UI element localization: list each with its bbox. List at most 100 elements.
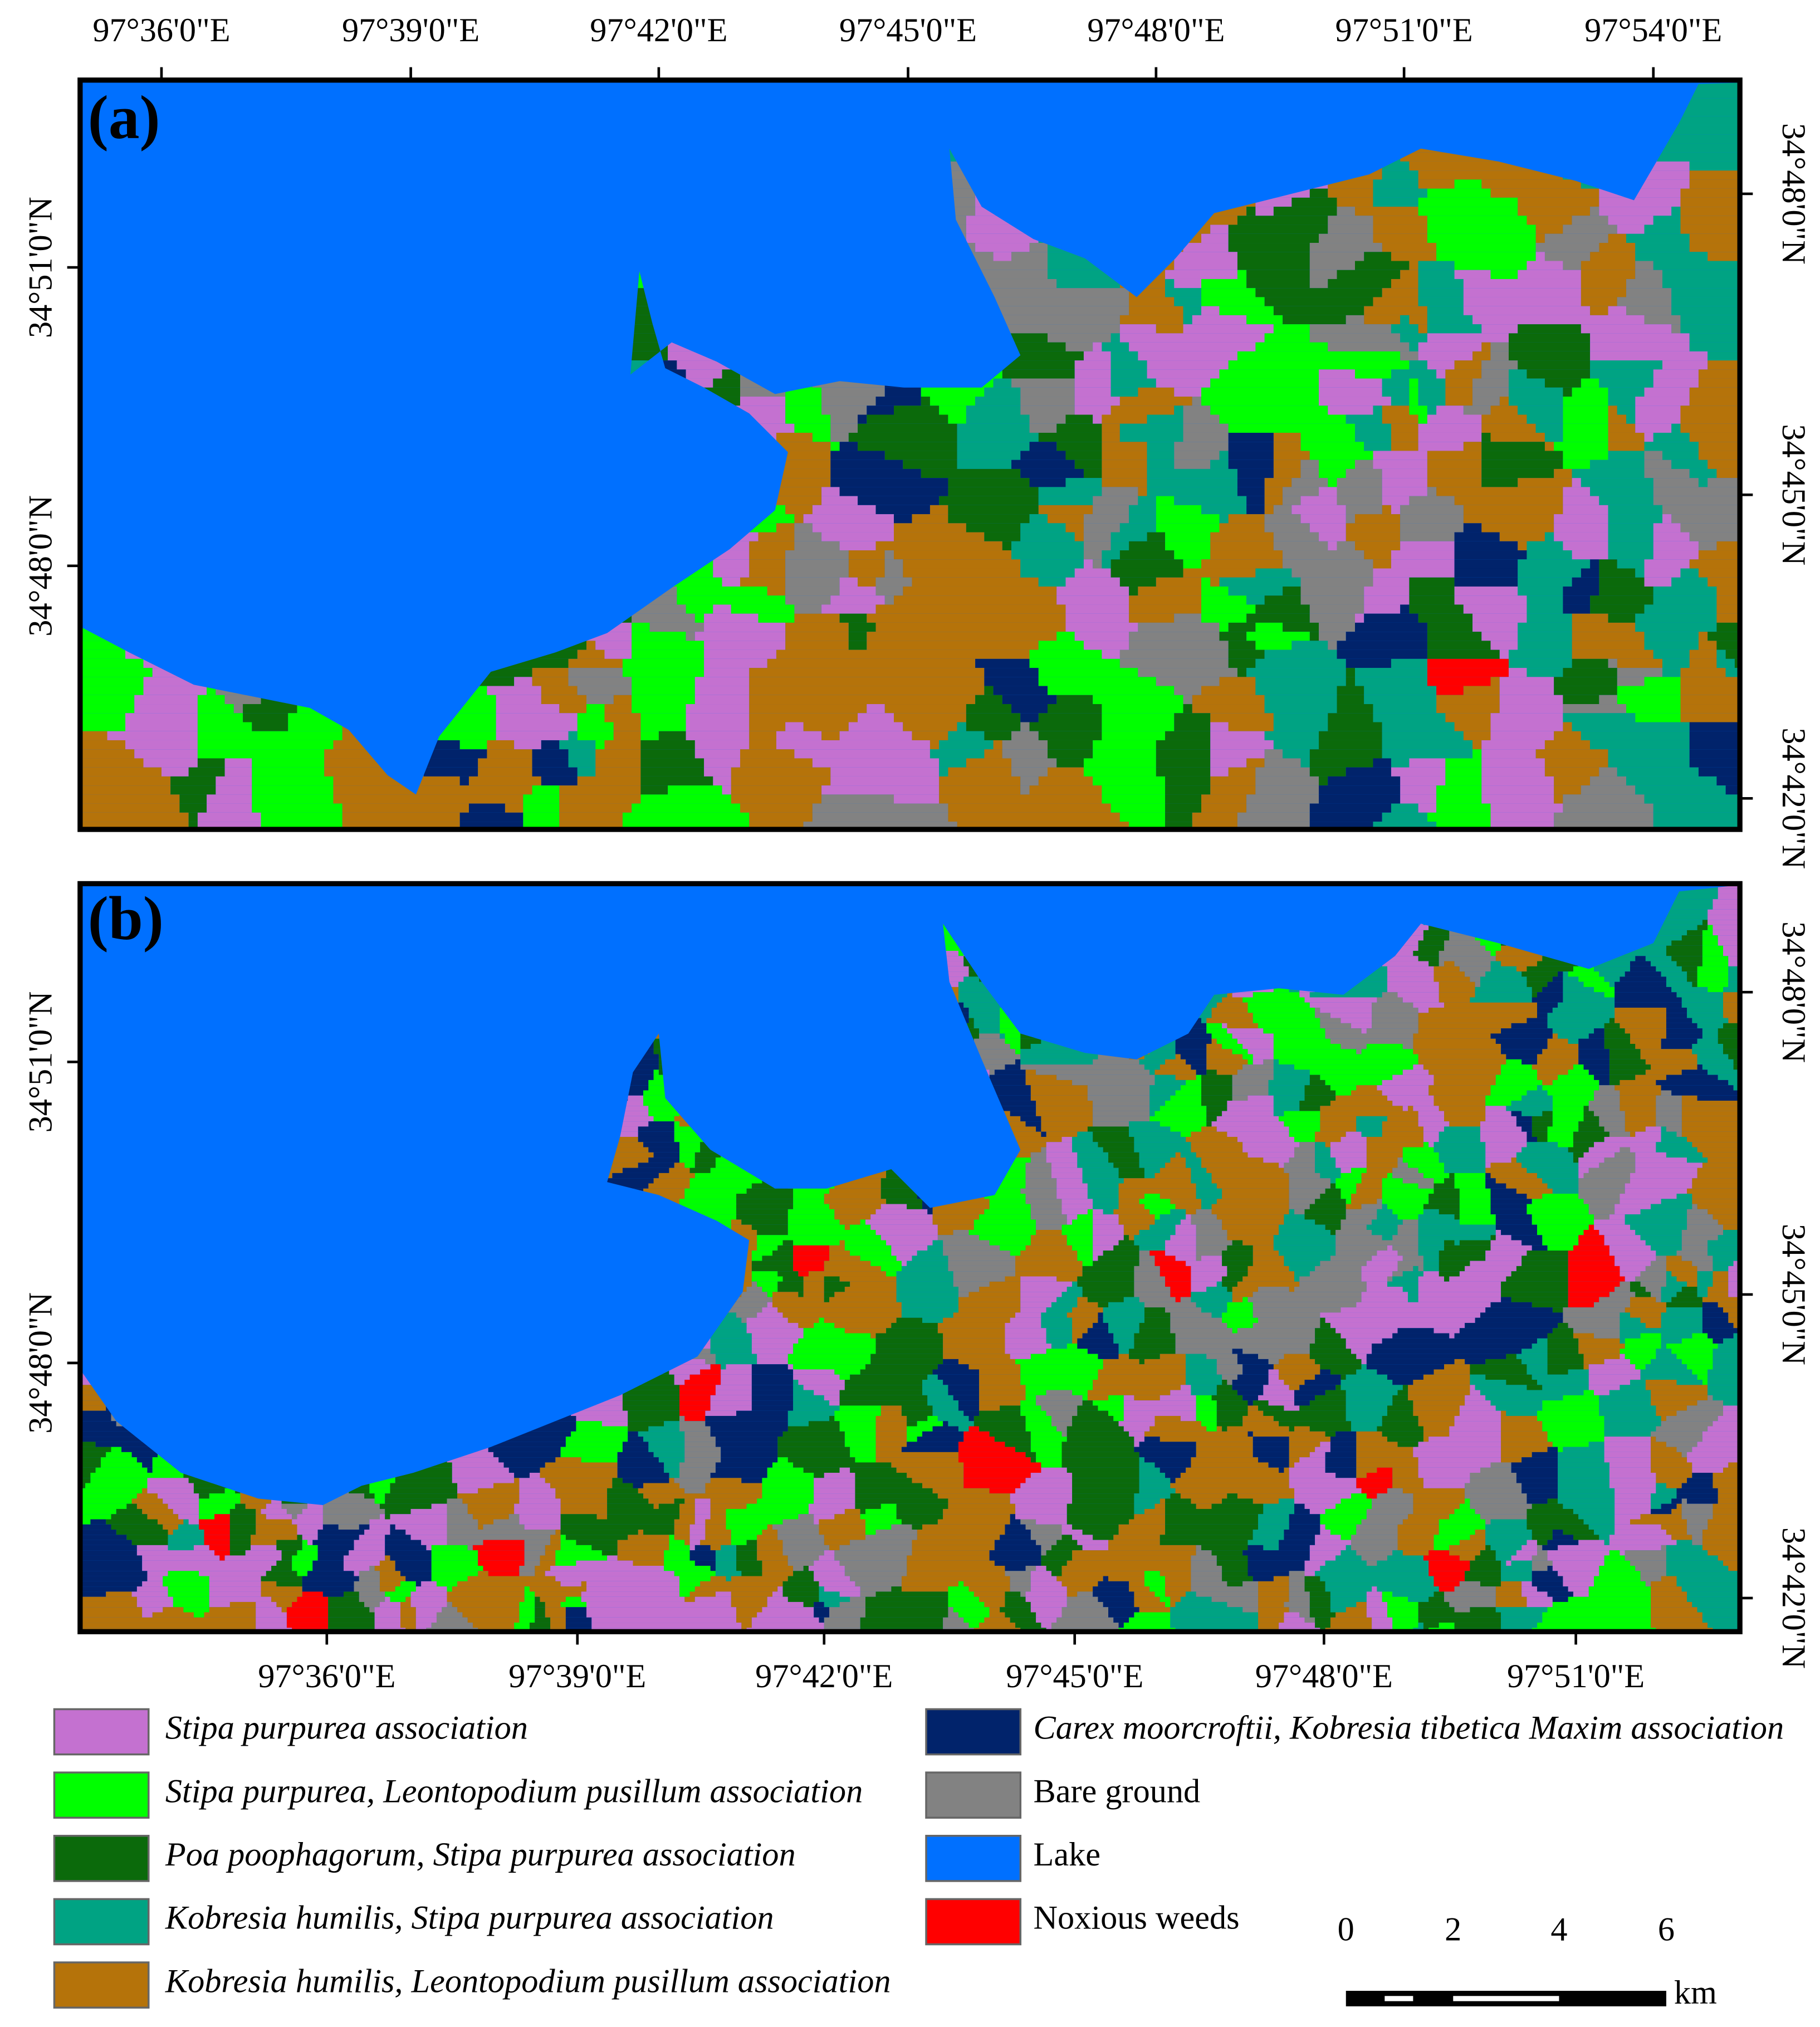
- land-cell: [1445, 776, 1482, 786]
- land-cell: [1588, 1069, 1609, 1075]
- land-cell: [1490, 713, 1563, 722]
- land-cell: [1537, 1008, 1553, 1013]
- land-cell: [1219, 677, 1256, 686]
- land-cell: [532, 785, 560, 795]
- land-cell: [1222, 997, 1243, 1003]
- land-cell: [1590, 306, 1608, 315]
- land-cell: [1671, 888, 1718, 894]
- land-cell: [1355, 423, 1391, 433]
- land-cell: [1662, 279, 1740, 289]
- land-cell: [1355, 432, 1391, 442]
- land-cell: [1273, 713, 1328, 722]
- land-cell: [1175, 1054, 1181, 1059]
- land-cell: [1427, 677, 1491, 686]
- land-cell: [984, 1095, 1031, 1101]
- land-cell: [1454, 577, 1518, 587]
- land-cell: [1183, 315, 1192, 325]
- land-cell: [1264, 496, 1283, 505]
- land-cell: [1391, 279, 1418, 289]
- land-cell: [1671, 940, 1702, 946]
- land-cell: [1617, 224, 1645, 234]
- land-cell: [1228, 722, 1274, 731]
- land-cell: [1328, 776, 1401, 786]
- land-cell: [1481, 324, 1518, 334]
- land-cell: [1617, 695, 1681, 705]
- land-cell: [1174, 252, 1237, 261]
- land-cell: [1015, 1049, 1021, 1054]
- land-cell: [1228, 622, 1256, 632]
- land-cell: [1232, 1085, 1269, 1091]
- land-cell: [1373, 233, 1427, 243]
- land-cell: [1620, 1090, 1661, 1096]
- land-cell: [1400, 785, 1437, 795]
- land-cell: [1346, 532, 1401, 541]
- land-cell: [1490, 966, 1516, 972]
- land-cell: [1337, 541, 1356, 551]
- land-cell: [1527, 1131, 1532, 1137]
- land-cell: [1138, 387, 1175, 397]
- land-cell: [640, 740, 695, 750]
- land-cell: [1030, 1085, 1088, 1091]
- land-cell: [1093, 1111, 1150, 1116]
- land-cell: [1481, 749, 1536, 759]
- land-cell: [994, 1101, 1036, 1106]
- land-cell: [1330, 1013, 1372, 1018]
- land-cell: [963, 1002, 1005, 1008]
- land-cell: [903, 722, 957, 731]
- land-cell: [1210, 713, 1274, 722]
- land-cell: [1671, 577, 1708, 587]
- land-cell: [1625, 925, 1697, 930]
- land-cell: [1481, 432, 1491, 442]
- land-cell: [1626, 279, 1662, 289]
- land-cell: [973, 1023, 1000, 1029]
- land-cell: [1572, 550, 1608, 560]
- land-cell: [979, 1064, 1005, 1070]
- land-cell: [1400, 505, 1464, 515]
- land-cell: [1319, 785, 1401, 795]
- land-cell: [1083, 559, 1093, 569]
- land-cell: [776, 496, 822, 505]
- land-cell: [1219, 514, 1229, 524]
- land-cell: [1501, 961, 1538, 966]
- land-cell: [984, 668, 1039, 677]
- land-cell: [794, 514, 804, 524]
- land-cell: [1635, 414, 1681, 424]
- land-cell: [1436, 704, 1500, 714]
- land-cell: [1228, 460, 1274, 469]
- land-cell: [1428, 1069, 1501, 1075]
- land-cell: [1702, 940, 1718, 946]
- land-cell: [1029, 478, 1066, 487]
- land-cell: [1036, 1101, 1093, 1106]
- land-cell: [1110, 559, 1183, 569]
- land-cell: [1391, 505, 1401, 515]
- land-cell: [957, 451, 1021, 460]
- land-cell: [1206, 1069, 1217, 1075]
- land-cell: [1192, 704, 1265, 714]
- land-cell: [1572, 387, 1608, 397]
- land-cell: [1273, 722, 1328, 731]
- land-cell: [1490, 351, 1509, 361]
- land-cell: [1509, 658, 1572, 668]
- land-cell: [1653, 595, 1717, 605]
- land-cell: [989, 1074, 1026, 1080]
- land-cell: [1180, 1023, 1207, 1029]
- land-cell: [1020, 1044, 1031, 1049]
- land-cell: [1093, 1059, 1139, 1065]
- land-cell: [1590, 460, 1645, 469]
- land-cell: [1481, 523, 1554, 533]
- land-cell: [1246, 505, 1265, 515]
- land-cell: [1572, 641, 1645, 650]
- land-cell: [1594, 1028, 1604, 1034]
- land-cell: [1273, 986, 1289, 993]
- land-cell: [1273, 1074, 1310, 1080]
- land-cell: [858, 442, 957, 451]
- land-cell: [1356, 1126, 1382, 1132]
- land-cell: [1653, 523, 1681, 533]
- land-cell: [1578, 1044, 1604, 1049]
- map-frame: [77, 77, 1743, 832]
- land-cell: [1617, 297, 1672, 306]
- land-cell: [1048, 686, 1175, 695]
- land-cell: [1391, 324, 1418, 334]
- land-cell: [1436, 803, 1491, 813]
- land-cell: [1542, 986, 1563, 993]
